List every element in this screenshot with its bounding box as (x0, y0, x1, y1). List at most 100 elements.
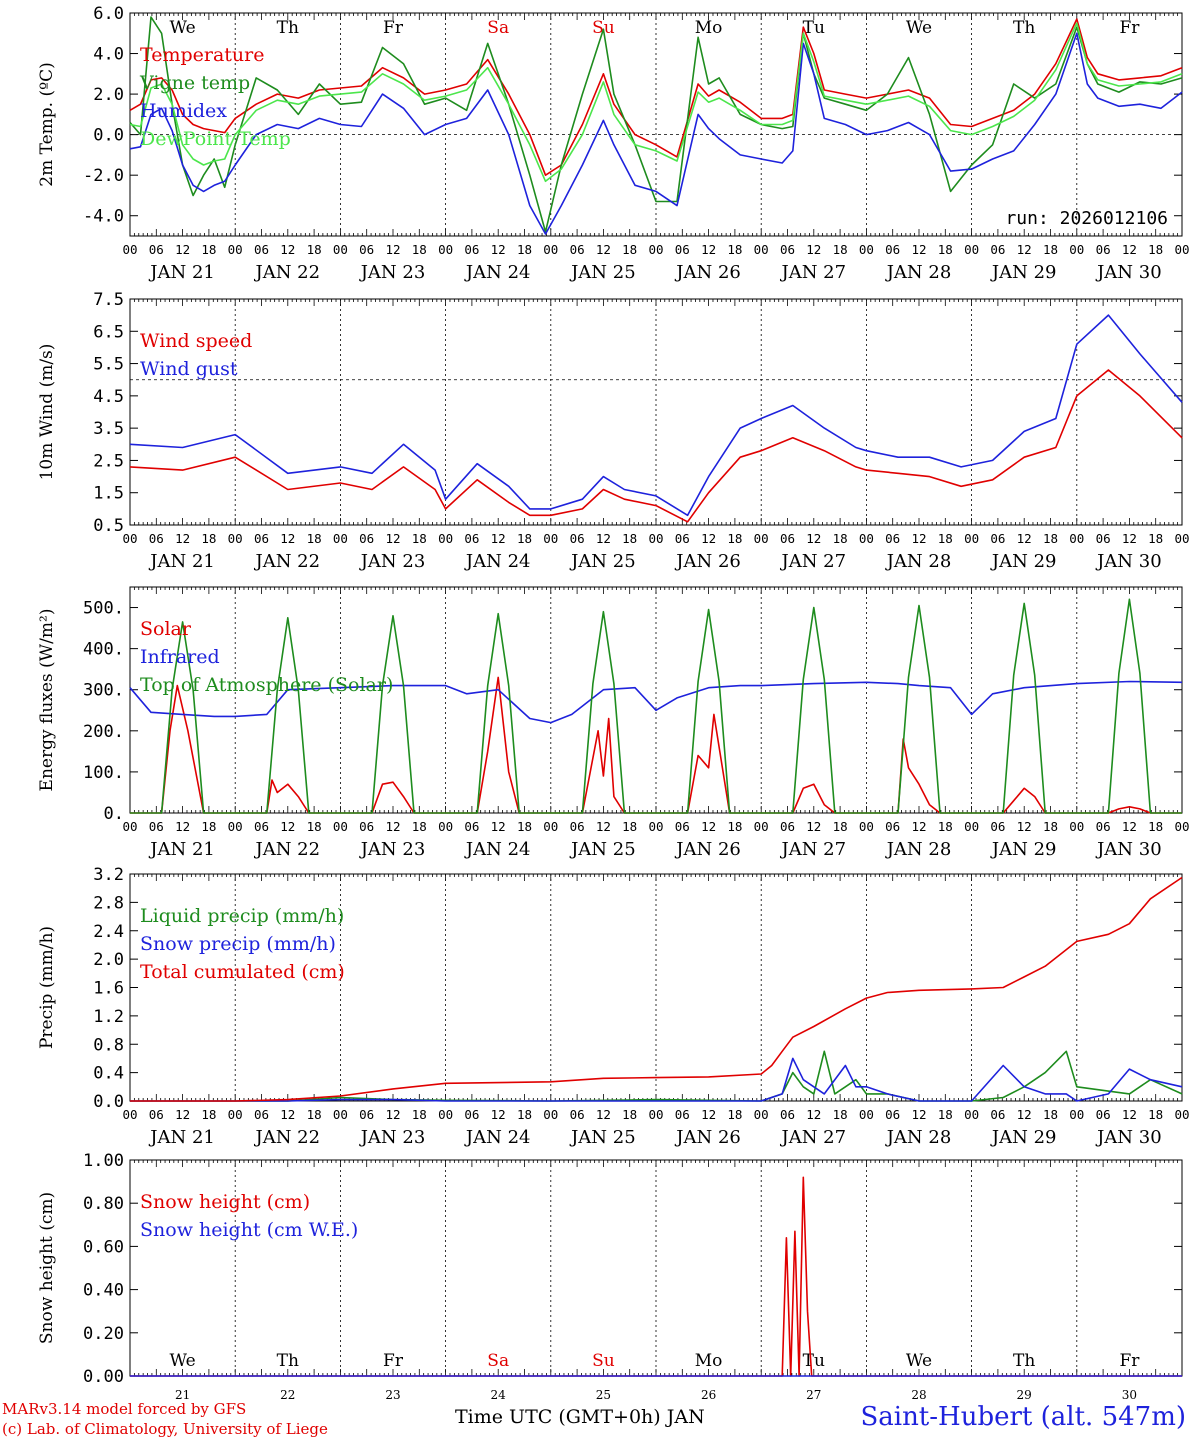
x-hour-label: 12 (385, 242, 400, 257)
x-hour-label: 00 (1174, 819, 1189, 834)
x-date-label: JAN 21 (148, 262, 215, 283)
y-tick-label: 200. (83, 722, 124, 742)
x-hour-label: 00 (1069, 242, 1084, 257)
x-hour-label: 00 (648, 1107, 663, 1122)
x-date-label: JAN 22 (254, 551, 321, 572)
x-hour-label: 06 (885, 242, 900, 257)
x-hour-label: 06 (885, 819, 900, 834)
x-hour-label: 18 (1043, 1107, 1058, 1122)
series-line-wind-speed (129, 369, 1183, 523)
x-hour-label: 12 (1017, 242, 1032, 257)
x-hour-label: 12 (911, 1107, 926, 1122)
x-hour-label: 06 (570, 531, 585, 546)
x-date-label: JAN 30 (1095, 262, 1162, 283)
x-hour-label: 18 (622, 531, 637, 546)
run-label: run: 2026012106 (1005, 208, 1168, 229)
x-hour-label: 18 (1148, 819, 1163, 834)
x-hour-label: 12 (491, 819, 506, 834)
x-date-label: JAN 22 (254, 1127, 321, 1148)
x-hour-label: 00 (1069, 1107, 1084, 1122)
x-date-label: JAN 27 (780, 262, 847, 283)
x-axis-title: Time UTC (GMT+0h) JAN (455, 1406, 705, 1428)
x-day-number: 28 (911, 1388, 926, 1402)
x-hour-label: 18 (412, 819, 427, 834)
x-date-label: JAN 27 (780, 839, 847, 860)
x-hour-label: 18 (833, 242, 848, 257)
x-hour-label: 18 (727, 819, 742, 834)
x-hour-label: 12 (806, 531, 821, 546)
x-hour-label: 12 (491, 242, 506, 257)
x-hour-label: 06 (254, 531, 269, 546)
x-hour-label: 00 (543, 242, 558, 257)
x-hour-label: 00 (754, 531, 769, 546)
x-date-label: JAN 21 (148, 551, 215, 572)
x-hour-label: 12 (596, 1107, 611, 1122)
y-tick-label: 100. (83, 763, 124, 783)
x-date-label: JAN 26 (674, 262, 741, 283)
x-hour-label: 06 (464, 819, 479, 834)
x-hour-label: 00 (543, 1107, 558, 1122)
x-hour-label: 18 (938, 819, 953, 834)
x-hour-label: 06 (254, 819, 269, 834)
x-date-label: JAN 21 (148, 1127, 215, 1148)
x-hour-label: 06 (1096, 819, 1111, 834)
x-date-label: JAN 29 (990, 262, 1057, 283)
x-hour-label: 12 (175, 1107, 190, 1122)
weekday-label: We (906, 18, 932, 38)
weekday-label: Th (277, 1351, 299, 1371)
y-tick-label: 1.2 (93, 1007, 124, 1027)
x-date-label: JAN 22 (254, 262, 321, 283)
x-hour-label: 00 (964, 242, 979, 257)
x-hour-label: 12 (175, 819, 190, 834)
x-hour-label: 06 (149, 819, 164, 834)
x-hour-label: 00 (859, 242, 874, 257)
weekday-label: Sa (487, 1351, 509, 1371)
x-date-label: JAN 23 (359, 262, 426, 283)
x-hour-label: 00 (543, 531, 558, 546)
y-tick-label: 0.20 (83, 1324, 124, 1344)
x-date-label: JAN 28 (885, 262, 952, 283)
x-hour-label: 06 (570, 819, 585, 834)
x-hour-label: 06 (464, 531, 479, 546)
x-hour-label: 12 (1017, 819, 1032, 834)
weekday-label: We (170, 1351, 196, 1371)
x-hour-label: 06 (359, 1107, 374, 1122)
x-hour-label: 12 (280, 242, 295, 257)
x-date-label: JAN 23 (359, 1127, 426, 1148)
x-hour-label: 12 (385, 531, 400, 546)
series-line-total-cumulated-cm- (130, 876, 1183, 1102)
legend-entry: Top of Atmosphere (Solar) (140, 674, 393, 696)
x-date-label: JAN 23 (359, 839, 426, 860)
x-hour-label: 18 (517, 531, 532, 546)
x-hour-label: 18 (833, 819, 848, 834)
x-hour-label: 12 (806, 1107, 821, 1122)
x-hour-label: 00 (648, 531, 663, 546)
x-hour-label: 12 (701, 531, 716, 546)
series-line-dewpoint-temp (129, 22, 1183, 183)
x-hour-label: 00 (438, 242, 453, 257)
y-tick-label: 6.0 (93, 4, 124, 24)
y-tick-label: 0.80 (83, 1194, 124, 1214)
x-hour-label: 12 (701, 819, 716, 834)
y-tick-label: 0.8 (93, 1035, 124, 1055)
x-date-label: JAN 21 (148, 839, 215, 860)
x-hour-label: 18 (307, 1107, 322, 1122)
x-hour-label: 18 (307, 242, 322, 257)
x-date-label: JAN 24 (464, 262, 531, 283)
x-hour-label: 12 (911, 242, 926, 257)
x-hour-label: 00 (754, 819, 769, 834)
x-hour-label: 06 (990, 531, 1005, 546)
x-hour-label: 12 (1122, 1107, 1137, 1122)
legend-entry: Humidex (140, 100, 227, 122)
x-hour-label: 06 (359, 531, 374, 546)
legend-entry: Total cumulated (cm) (140, 961, 345, 983)
x-date-label: JAN 25 (569, 551, 636, 572)
legend-entry: Solar (140, 618, 192, 640)
series-line-humidex (129, 32, 1183, 235)
y-tick-label: 3.5 (93, 419, 124, 439)
x-day-number: 29 (1017, 1388, 1032, 1402)
weekday-label: Th (277, 18, 299, 38)
legend-entry: Temperature (140, 44, 264, 66)
x-hour-label: 18 (201, 819, 216, 834)
